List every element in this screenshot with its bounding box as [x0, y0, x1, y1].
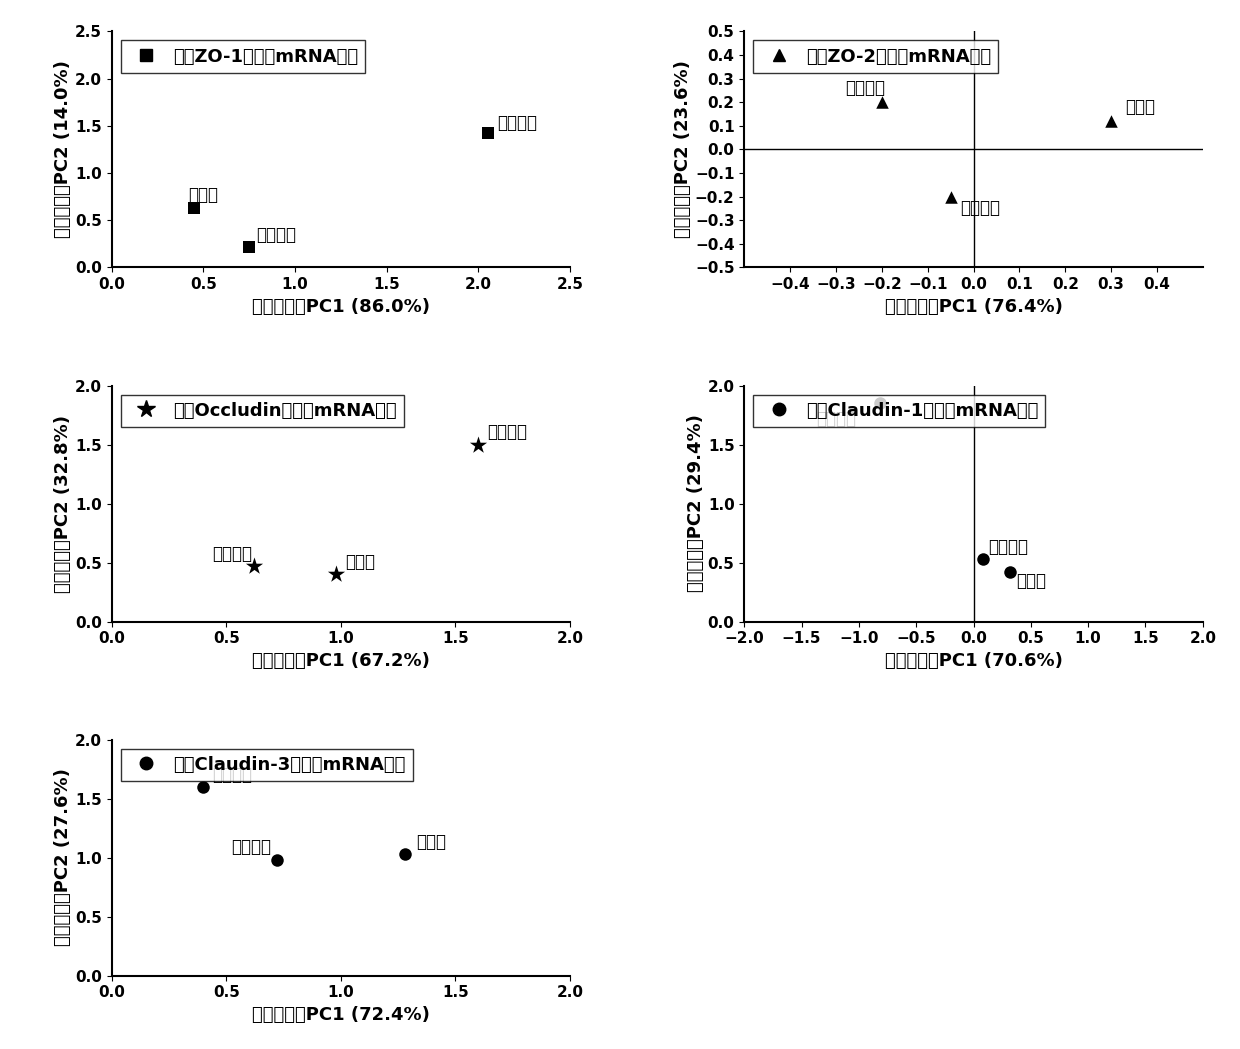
Text: 共孵育: 共孵育: [346, 553, 376, 572]
Legend: 基于Claudin-3的相对mRNA水平: 基于Claudin-3的相对mRNA水平: [120, 749, 413, 782]
Point: [326, 566, 346, 583]
Text: 共孵育: 共孵育: [1125, 98, 1154, 115]
Point: [973, 551, 993, 568]
Text: 共孵育: 共孵育: [188, 187, 218, 205]
Point: [872, 94, 892, 111]
Point: [267, 852, 286, 869]
X-axis label: 第一主成分PC1 (76.4%): 第一主成分PC1 (76.4%): [884, 298, 1063, 316]
Text: 小鼠模型: 小鼠模型: [846, 79, 885, 97]
Point: [869, 394, 889, 411]
Text: 分段孵育: 分段孵育: [257, 227, 296, 244]
Text: 小鼠模型: 小鼠模型: [497, 113, 537, 132]
Y-axis label: 第二主成分PC2 (29.4%): 第二主成分PC2 (29.4%): [687, 414, 704, 593]
Point: [244, 558, 264, 575]
Text: 分段孵育: 分段孵育: [988, 538, 1028, 556]
Text: 分段孵育: 分段孵育: [960, 199, 999, 217]
Point: [941, 189, 961, 206]
Text: 共孵育: 共孵育: [417, 833, 446, 851]
Point: [193, 778, 213, 795]
Text: 小鼠模型: 小鼠模型: [816, 410, 857, 428]
X-axis label: 第一主成分PC1 (67.2%): 第一主成分PC1 (67.2%): [252, 651, 430, 670]
Legend: 基于Occludin的相对mRNA水平: 基于Occludin的相对mRNA水平: [120, 394, 404, 427]
Point: [1101, 113, 1121, 130]
Y-axis label: 第二主成分PC2 (27.6%): 第二主成分PC2 (27.6%): [55, 769, 72, 946]
Point: [239, 238, 259, 255]
Text: 小鼠模型: 小鼠模型: [487, 424, 527, 442]
Point: [1001, 563, 1021, 580]
Text: 小鼠模型: 小鼠模型: [212, 766, 253, 784]
X-axis label: 第一主成分PC1 (86.0%): 第一主成分PC1 (86.0%): [252, 298, 430, 316]
Text: 共孵育: 共孵育: [1016, 572, 1047, 591]
Y-axis label: 第二主成分PC2 (32.8%): 第二主成分PC2 (32.8%): [55, 414, 72, 593]
Point: [469, 436, 489, 453]
Legend: 基于ZO-2的相对mRNA水平: 基于ZO-2的相对mRNA水平: [754, 41, 998, 73]
Text: 分段孵育: 分段孵育: [231, 838, 270, 856]
Legend: 基于ZO-1的相对mRNA水平: 基于ZO-1的相对mRNA水平: [120, 41, 366, 73]
X-axis label: 第一主成分PC1 (70.6%): 第一主成分PC1 (70.6%): [884, 651, 1063, 670]
Point: [396, 845, 415, 862]
Y-axis label: 第二主成分PC2 (14.0%): 第二主成分PC2 (14.0%): [55, 61, 72, 238]
Point: [185, 199, 205, 216]
X-axis label: 第一主成分PC1 (72.4%): 第一主成分PC1 (72.4%): [252, 1006, 430, 1024]
Text: 分段孵育: 分段孵育: [212, 545, 253, 563]
Y-axis label: 第二主成分PC2 (23.6%): 第二主成分PC2 (23.6%): [675, 61, 692, 238]
Legend: 基于Claudin-1的相对mRNA水平: 基于Claudin-1的相对mRNA水平: [754, 394, 1045, 427]
Point: [477, 125, 497, 142]
